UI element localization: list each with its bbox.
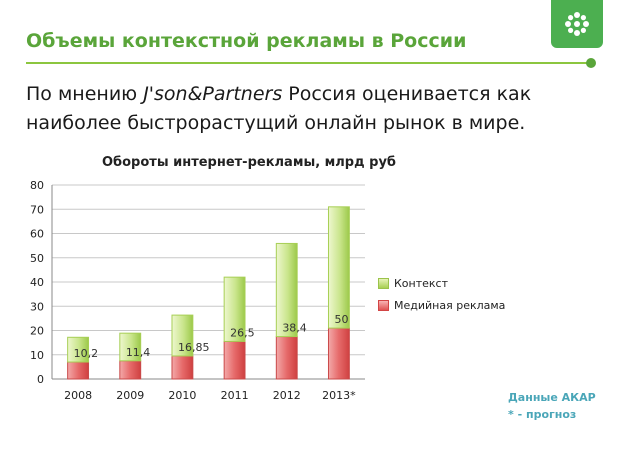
intro-suffix: Россия оценивается как наиболее быстрора… xyxy=(26,83,532,134)
y-tick-label: 80 xyxy=(30,179,44,192)
bar-media xyxy=(119,360,142,380)
intro-source: J'son&Partners xyxy=(143,83,283,105)
bar-context xyxy=(119,332,142,362)
data-label: 11,4 xyxy=(126,346,151,359)
intro-text: По мнению J'son&Partners Россия оценивае… xyxy=(26,80,586,138)
bar-media xyxy=(67,361,90,380)
source-line: Данные АКАР xyxy=(508,391,596,404)
source-note: Данные АКАР * - прогноз xyxy=(508,389,596,423)
legend-item-context: Контекст xyxy=(378,272,505,294)
bar-context xyxy=(67,336,90,363)
bar-media xyxy=(327,327,350,380)
y-tick-label: 40 xyxy=(30,276,44,289)
intro-prefix: По мнению xyxy=(26,83,144,105)
legend-swatch-context xyxy=(378,277,389,289)
x-tick-label: 2011 xyxy=(221,389,249,402)
y-tick-label: 0 xyxy=(37,373,44,386)
bar-media xyxy=(223,340,246,380)
data-label: 38,4 xyxy=(282,322,307,335)
x-tick-label: 2010 xyxy=(168,389,196,402)
data-label: 50 xyxy=(334,313,348,326)
y-tick-label: 10 xyxy=(30,349,44,362)
title-rule-dot xyxy=(586,58,596,68)
x-tick-label: 2012 xyxy=(273,389,301,402)
legend-label-media: Медийная реклама xyxy=(394,298,506,312)
bar-media xyxy=(275,336,298,380)
legend-swatch-media xyxy=(378,299,389,311)
chart-legend: Контекст Медийная реклама xyxy=(378,272,505,316)
x-tick-label: 2008 xyxy=(64,389,92,402)
slide-title: Объемы контекстной рекламы в России xyxy=(26,30,467,52)
y-tick-label: 50 xyxy=(30,252,44,265)
x-tick-label: 2009 xyxy=(116,389,144,402)
legend-item-media: Медийная реклама xyxy=(378,294,505,316)
data-label: 10,2 xyxy=(74,347,99,360)
logo-badge xyxy=(551,0,603,48)
x-tick-label: 2013* xyxy=(322,389,356,402)
y-tick-label: 30 xyxy=(30,300,44,313)
title-rule xyxy=(26,62,592,64)
chart-title: Обороты интернет-рекламы, млрд руб xyxy=(101,155,396,170)
data-label: 16,85 xyxy=(178,341,210,354)
bar-media xyxy=(171,355,194,380)
bar-context xyxy=(275,242,298,338)
y-tick-label: 70 xyxy=(30,203,44,216)
bar-context xyxy=(223,276,246,342)
y-tick-label: 20 xyxy=(30,325,44,338)
data-label: 26,5 xyxy=(230,326,255,339)
y-tick-label: 60 xyxy=(30,228,44,241)
bar-context xyxy=(171,314,194,357)
legend-label-context: Контекст xyxy=(394,276,449,290)
bar-context xyxy=(327,206,350,329)
flower-icon xyxy=(565,12,589,36)
forecast-note: * - прогноз xyxy=(508,408,577,421)
